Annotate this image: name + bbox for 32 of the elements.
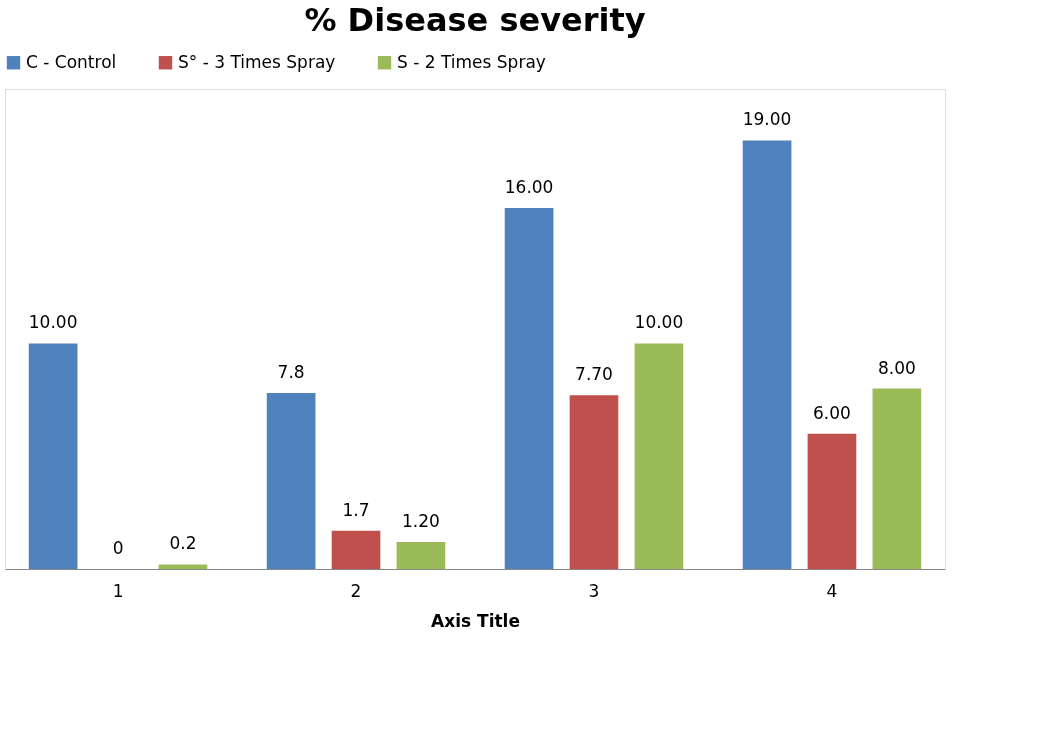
data-label: 19.00	[742, 109, 792, 130]
bar	[158, 564, 208, 569]
data-label: 7.8	[277, 362, 305, 383]
data-label: 6.00	[813, 402, 851, 423]
data-label: 1.20	[401, 510, 440, 531]
bar	[742, 140, 792, 569]
x-axis-title: Axis Title	[431, 610, 520, 631]
bar	[28, 343, 78, 569]
bar	[266, 393, 316, 569]
data-label: 10.00	[634, 312, 684, 333]
data-label: 8.00	[877, 357, 916, 378]
bar	[569, 395, 619, 569]
x-tick-label: 1	[112, 580, 124, 601]
bar	[872, 388, 922, 569]
data-label: 10.00	[28, 312, 78, 333]
bar	[396, 541, 446, 569]
data-label: 7.70	[575, 364, 613, 385]
x-tick-label: 3	[588, 580, 600, 601]
bar	[504, 208, 554, 569]
legend-label: S - 2 Times Spray	[397, 51, 546, 72]
bar	[331, 530, 381, 569]
legend-label: C - Control	[26, 51, 117, 72]
data-label: 1.7	[342, 499, 370, 520]
bar	[807, 433, 857, 569]
data-label: 0.2	[169, 533, 197, 554]
data-label: 16.00	[504, 177, 554, 198]
legend-label: S° - 3 Times Spray	[178, 51, 336, 72]
data-label: 0	[112, 538, 124, 558]
bar	[634, 343, 684, 569]
x-tick-label: 2	[350, 580, 362, 601]
chart-title: % Disease severity	[304, 1, 646, 39]
x-tick-label: 4	[826, 580, 838, 601]
